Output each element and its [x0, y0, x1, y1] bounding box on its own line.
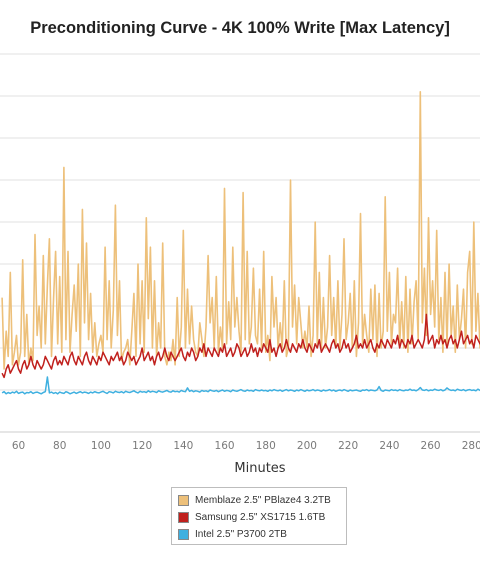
x-tick-label: 160	[215, 440, 235, 452]
x-tick-label: 260	[421, 440, 441, 452]
legend-swatch-intel	[178, 529, 189, 540]
x-tick-label: 80	[53, 440, 66, 452]
x-axis-label: Minutes	[234, 461, 285, 476]
legend: Memblaze 2.5" PBlaze4 3.2TB Samsung 2.5"…	[171, 487, 347, 545]
series-line-0	[1, 91, 480, 370]
legend-label-intel: Intel 2.5" P3700 2TB	[195, 529, 287, 540]
x-tick-label: 280	[462, 440, 480, 452]
series-line-1	[1, 313, 480, 379]
legend-swatch-samsung	[178, 512, 189, 523]
chart-title: Preconditioning Curve - 4K 100% Write [M…	[30, 19, 450, 37]
x-tick-label: 60	[12, 440, 25, 452]
series-lines	[1, 91, 480, 395]
legend-item-intel: Intel 2.5" P3700 2TB	[178, 526, 340, 543]
x-tick-label: 220	[338, 440, 358, 452]
x-tick-labels: 60 80 100 120 140 160 180 200 220 240 260 280	[12, 440, 480, 452]
legend-item-samsung: Samsung 2.5" XS1715 1.6TB	[178, 509, 340, 526]
x-tick-label: 100	[91, 440, 111, 452]
x-tick-label: 140	[173, 440, 193, 452]
x-tick-label: 120	[132, 440, 152, 452]
x-tick-label: 180	[256, 440, 276, 452]
legend-label-samsung: Samsung 2.5" XS1715 1.6TB	[195, 512, 326, 523]
legend-item-memblaze: Memblaze 2.5" PBlaze4 3.2TB	[178, 492, 340, 509]
x-tick-label: 240	[379, 440, 399, 452]
legend-label-memblaze: Memblaze 2.5" PBlaze4 3.2TB	[195, 495, 331, 506]
series-line-2	[1, 376, 480, 395]
x-tick-label: 200	[297, 440, 317, 452]
legend-swatch-memblaze	[178, 495, 189, 506]
